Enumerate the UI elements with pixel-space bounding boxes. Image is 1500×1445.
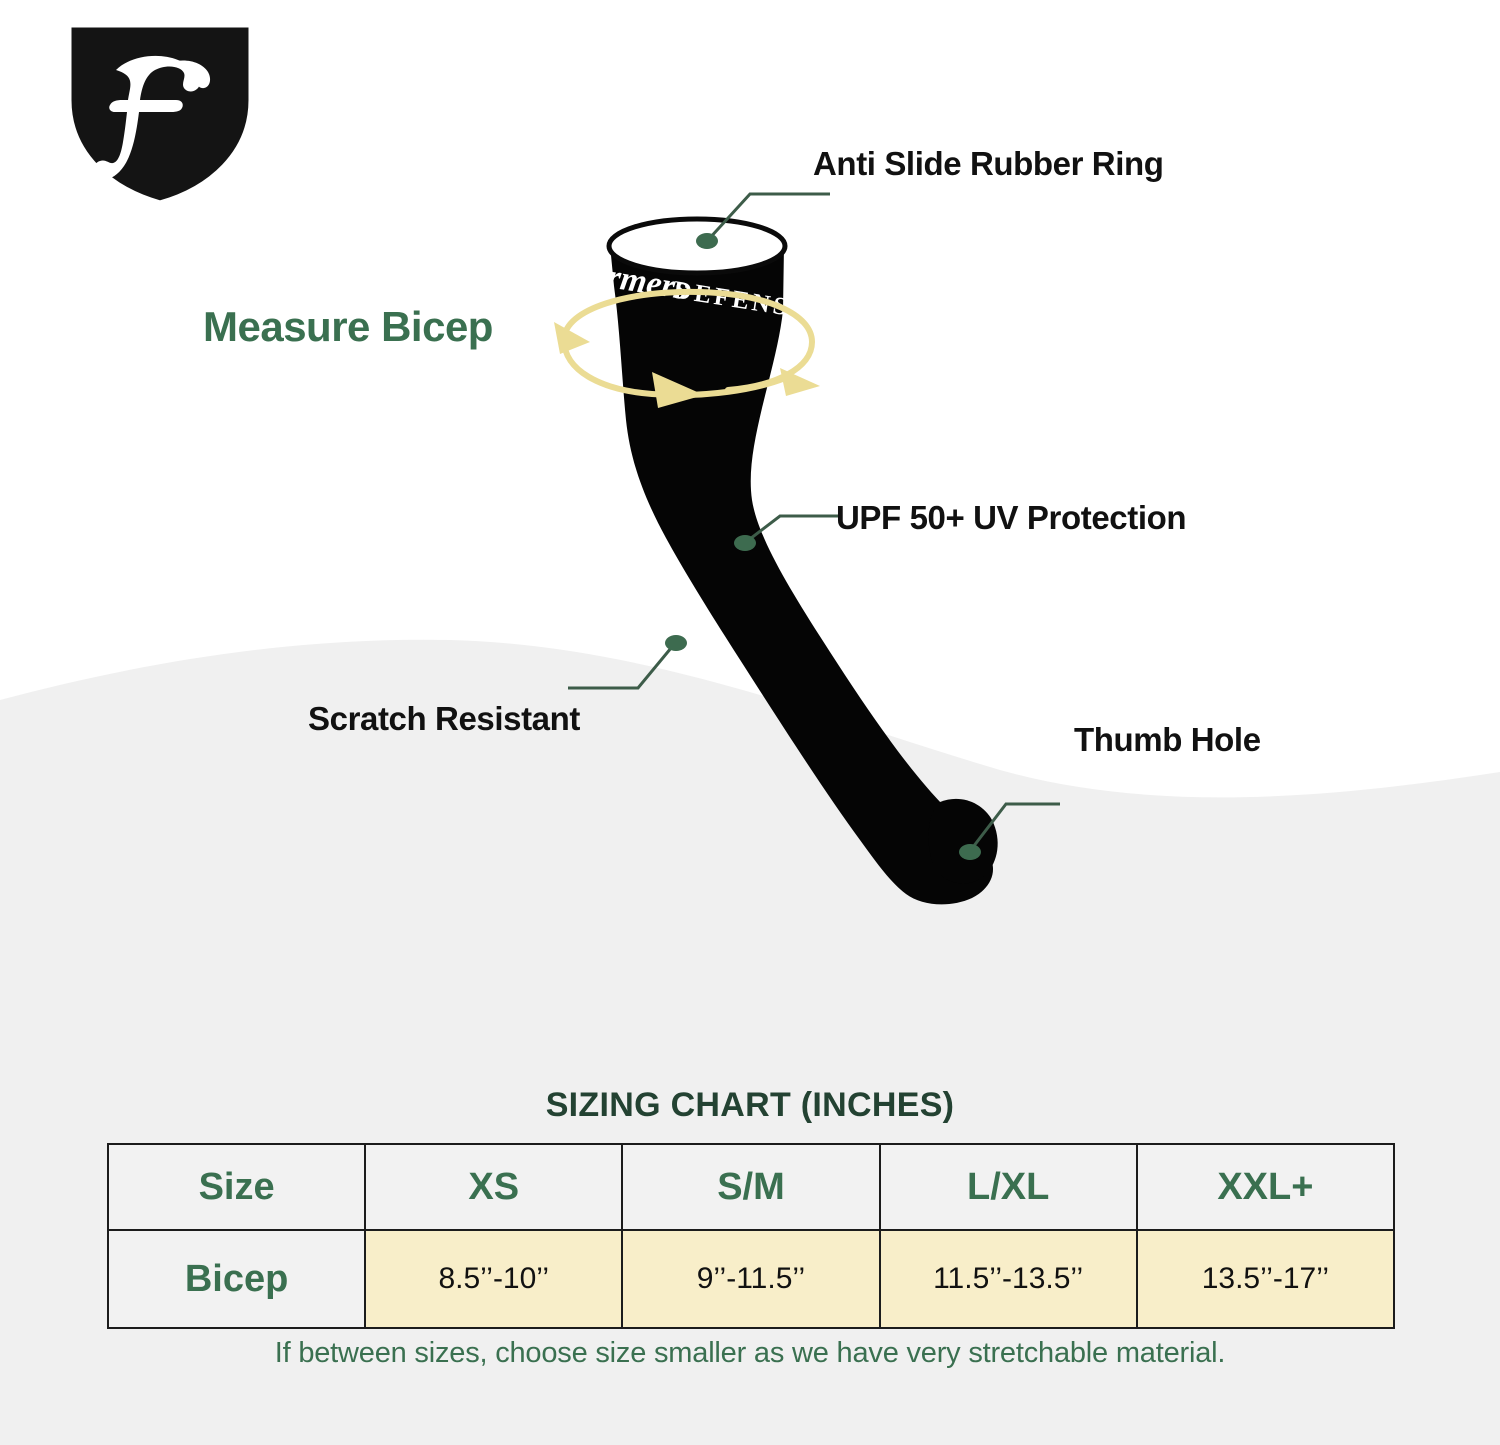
arm-sleeve-illustration: Farmers DEFENSE	[554, 192, 1060, 905]
header-cell-sm: S/M	[621, 1143, 881, 1231]
header-cell-xs: XS	[364, 1143, 624, 1231]
table-header-row: Size XS S/M L/XL XXL+	[106, 1143, 1396, 1231]
logo-letter-f	[93, 55, 211, 180]
dot-thumb	[959, 844, 981, 860]
leader-line-upf	[745, 514, 840, 544]
dot-upf	[734, 535, 756, 551]
leader-line-anti-slide	[706, 192, 830, 242]
sizing-table: Size XS S/M L/XL XXL+ Bicep 8.5’’-10’’ 9…	[106, 1143, 1396, 1329]
sizing-table-wrapper: Size XS S/M L/XL XXL+ Bicep 8.5’’-10’’ 9…	[106, 1143, 1396, 1329]
callout-label-upf-uv-protection: UPF 50+ UV Protection	[836, 499, 1187, 536]
dot-anti-slide	[696, 233, 718, 249]
table-row: Bicep 8.5’’-10’’ 9’’-11.5’’ 11.5’’-13.5’…	[106, 1229, 1396, 1329]
callout-label-thumb-hole: Thumb Hole	[1074, 721, 1261, 758]
sizing-note: If between sizes, choose size smaller as…	[274, 1337, 1226, 1369]
callout-label-scratch-resistant: Scratch Resistant	[308, 700, 580, 737]
dot-scratch	[665, 635, 687, 651]
measure-bicep-label: Measure Bicep	[203, 303, 493, 350]
header-cell-lxl: L/XL	[878, 1143, 1138, 1231]
callout-dots	[665, 233, 981, 860]
callout-leader-lines	[568, 192, 1060, 852]
row-label-bicep: Bicep	[106, 1229, 367, 1329]
cell-bicep-lxl: 11.5’’-13.5’’	[878, 1229, 1138, 1329]
cell-bicep-sm: 9’’-11.5’’	[621, 1229, 881, 1329]
header-cell-size: Size	[106, 1143, 367, 1231]
cell-bicep-xs: 8.5’’-10’’	[364, 1229, 624, 1329]
header-cell-xxl: XXL+	[1135, 1143, 1396, 1231]
cell-bicep-xxl: 13.5’’-17’’	[1135, 1229, 1396, 1329]
leader-line-thumb	[968, 802, 1060, 852]
leader-line-scratch	[568, 641, 678, 690]
sizing-chart-title: SIZING CHART (INCHES)	[545, 1086, 955, 1124]
callout-label-anti-slide-rubber-ring: Anti Slide Rubber Ring	[813, 145, 1164, 182]
measure-arrow-ring	[554, 288, 820, 408]
farmers-defense-shield-logo	[64, 20, 256, 208]
